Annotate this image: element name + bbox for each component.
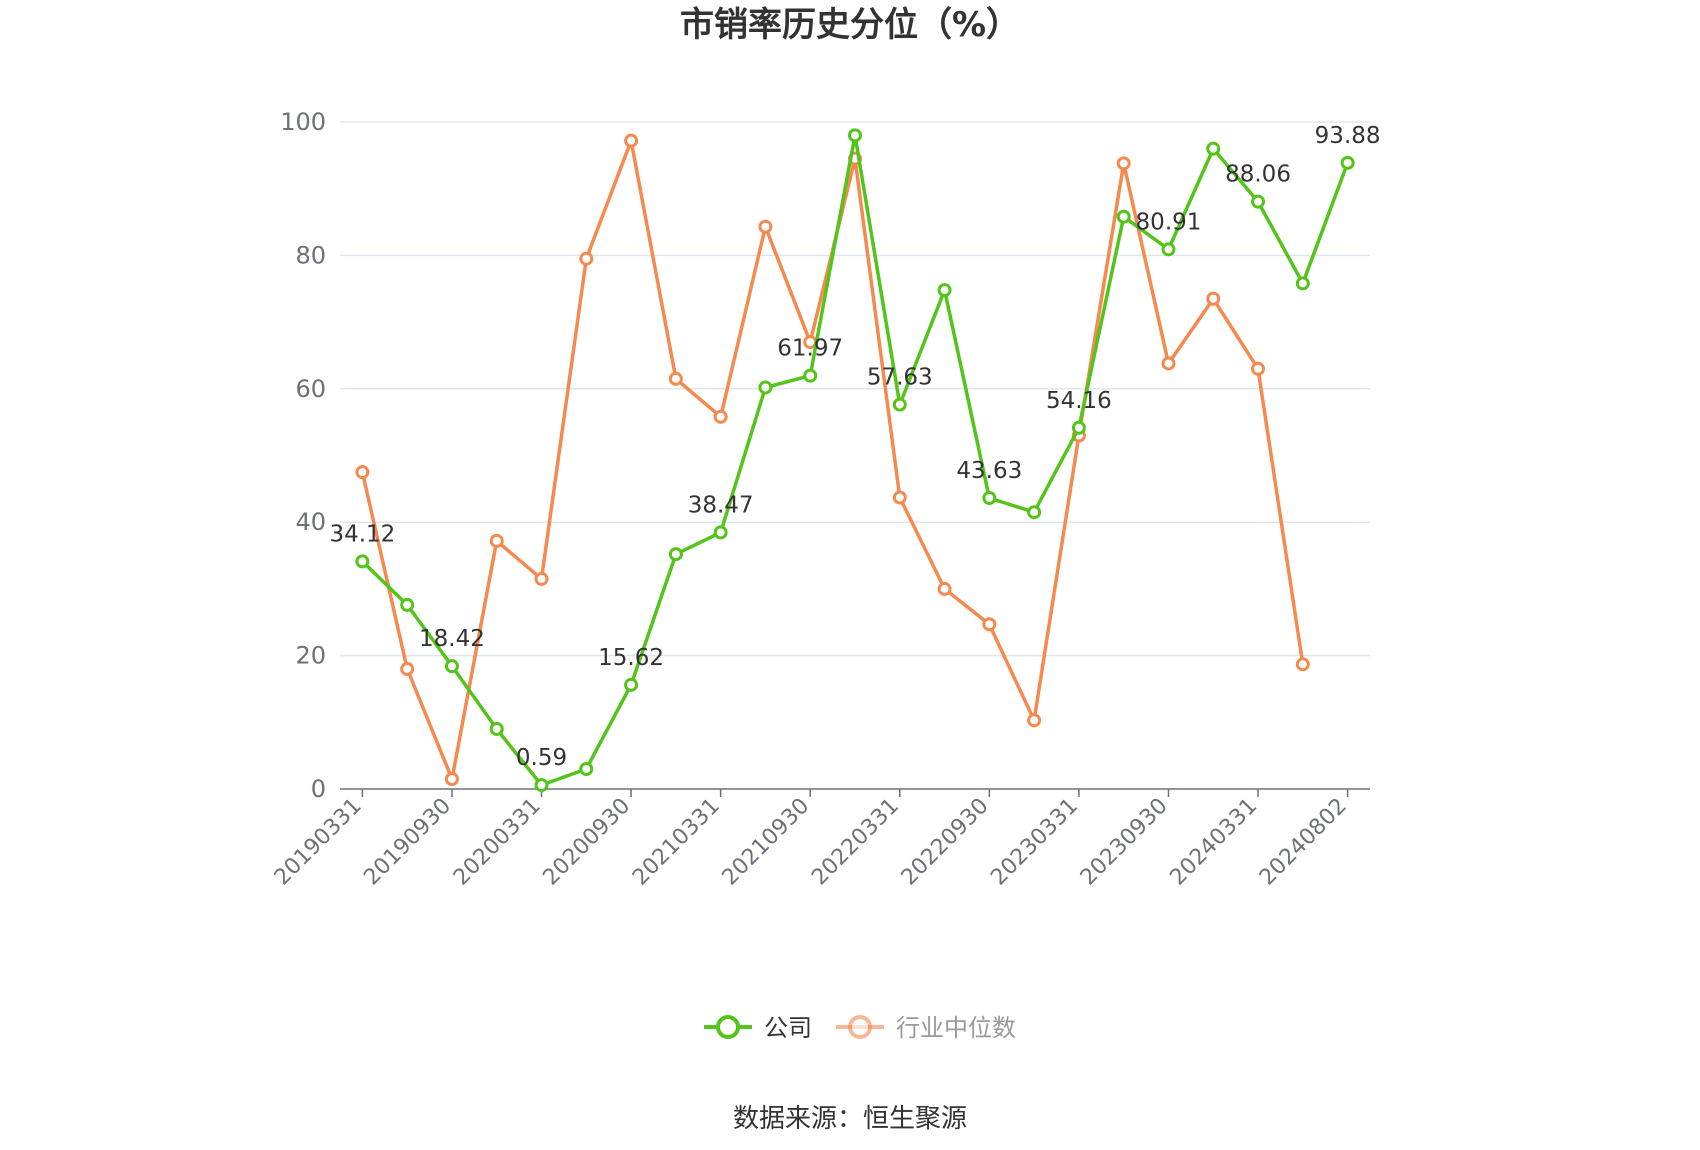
point-0-20210630 (758, 380, 773, 395)
data-label-20200331: 0.59 (516, 745, 567, 771)
point-0-20190930 (444, 659, 459, 674)
point-1-20221231 (1027, 713, 1042, 728)
point-0-20200930 (624, 677, 639, 692)
point-0-20240331 (1251, 194, 1266, 209)
point-1-20190930 (444, 771, 459, 786)
data-label-20190930: 18.42 (419, 626, 485, 652)
y-tick-label-60: 60 (295, 375, 326, 403)
point-0-20200331 (534, 778, 549, 793)
point-1-20200331 (534, 571, 549, 586)
x-tick-label-20210930: 20210930 (718, 794, 815, 891)
point-0-20220331 (892, 397, 907, 412)
data-label-20210331: 38.47 (688, 492, 754, 518)
data-label-20210930: 61.97 (777, 336, 843, 362)
y-tick-label-20: 20 (295, 642, 326, 670)
legend: 公司 行业中位数 (704, 1014, 1016, 1042)
x-tick-label-20190930: 20190930 (359, 794, 456, 891)
point-0-20191231 (489, 721, 504, 736)
point-0-20201231 (668, 547, 683, 562)
x-tick-label-20220331: 20220331 (807, 794, 904, 891)
point-1-20230630 (1116, 156, 1131, 171)
point-1-20200630 (579, 251, 594, 266)
data-label-20220930: 43.63 (956, 458, 1022, 484)
point-0-20220630 (937, 283, 952, 298)
data-label-20200930: 15.62 (598, 645, 664, 671)
point-1-20220930 (982, 617, 997, 632)
point-1-20240331 (1251, 361, 1266, 376)
axes: 0 20 40 60 80 100 2019033120190930202003312020… (270, 108, 1370, 890)
grid-lines (340, 121, 1370, 657)
point-0-20230331 (1071, 420, 1086, 435)
series-lines (355, 128, 1355, 793)
point-1-20201231 (668, 371, 683, 386)
y-tick-label-40: 40 (295, 508, 326, 536)
point-1-20200930 (624, 133, 639, 148)
legend-company-label: 公司 (764, 1014, 812, 1042)
point-0-20240630 (1295, 276, 1310, 291)
point-1-20210630 (758, 219, 773, 234)
point-0-20221231 (1027, 505, 1042, 520)
x-tick-label-20230930: 20230930 (1076, 794, 1173, 891)
point-1-20190331 (355, 465, 370, 480)
chart-title: 市销率历史分位（%） (680, 5, 1020, 45)
data-label-20230331: 54.16 (1046, 388, 1112, 414)
point-1-20191231 (489, 533, 504, 548)
point-0-20200630 (579, 761, 594, 776)
x-tick-label-20230331: 20230331 (986, 794, 1083, 891)
point-0-20190331 (355, 554, 370, 569)
point-0-20240802 (1340, 155, 1355, 170)
y-tick-label-80: 80 (295, 241, 326, 269)
point-1-20220331 (892, 490, 907, 505)
point-0-20230630 (1116, 209, 1131, 224)
point-1-20220630 (937, 581, 952, 596)
data-label-20240802: 93.88 (1315, 123, 1381, 149)
x-tick-label-20190331: 20190331 (270, 794, 367, 891)
point-1-20210331 (713, 409, 728, 424)
x-tick-label-20240802: 20240802 (1255, 794, 1352, 891)
x-tick-label-20240331: 20240331 (1165, 794, 1262, 891)
data-source: 数据来源：恒生聚源 (733, 1104, 967, 1134)
data-label-20240331: 88.06 (1225, 162, 1291, 188)
data-label-20230930: 80.91 (1136, 209, 1202, 235)
legend-industry-swatch-dot (848, 1015, 872, 1039)
data-label-20190331: 34.12 (329, 521, 395, 547)
legend-item-industry-median[interactable]: 行业中位数 (836, 1014, 1016, 1042)
x-tick-label-20220930: 20220930 (897, 794, 994, 891)
point-0-20190630 (400, 597, 415, 612)
data-label-20220331: 57.63 (867, 365, 933, 391)
point-0-20210331 (713, 525, 728, 540)
point-1-20230930 (1161, 356, 1176, 371)
x-tick-label-20210331: 20210331 (628, 794, 725, 891)
legend-industry-label: 行业中位数 (896, 1014, 1016, 1042)
point-1-20240630 (1295, 657, 1310, 672)
x-tick-label-20200331: 20200331 (449, 794, 546, 891)
legend-item-company[interactable]: 公司 (704, 1014, 812, 1042)
point-1-20231231 (1206, 291, 1221, 306)
legend-company-swatch-dot (716, 1015, 740, 1039)
data-labels: 34.12 18.42 0.59 15.62 38.47 61.97 57.63 43.63 5… (329, 123, 1380, 771)
y-tick-label-0: 0 (311, 775, 326, 803)
point-1-20190630 (400, 661, 415, 676)
y-tick-label-100: 100 (280, 108, 326, 136)
point-0-20230930 (1161, 242, 1176, 257)
point-0-20231231 (1206, 141, 1221, 156)
x-tick-label-20200930: 20200930 (538, 794, 635, 891)
series-line-1 (360, 138, 1305, 781)
point-0-20220930 (982, 490, 997, 505)
point-0-20210930 (803, 368, 818, 383)
point-0-20211231 (848, 128, 862, 143)
